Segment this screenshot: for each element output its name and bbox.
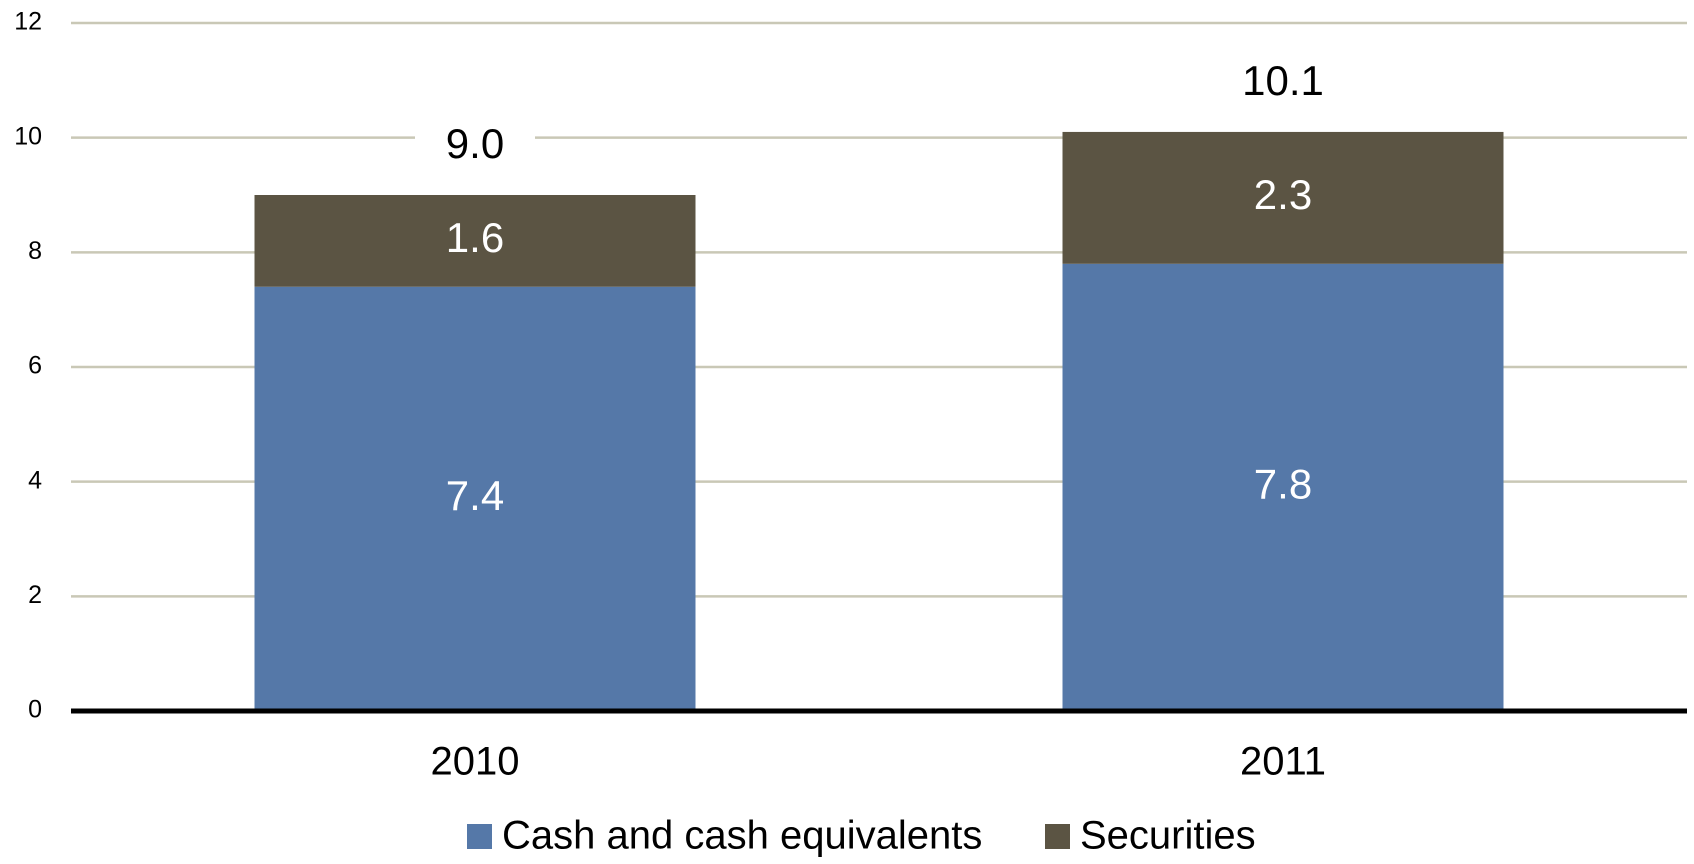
total-label: 10.1 [1242, 57, 1324, 104]
y-tick-label: 0 [28, 696, 42, 724]
legend-label: Cash and cash equivalents [502, 814, 982, 858]
bar-segment [254, 286, 696, 711]
y-tick-label: 4 [28, 466, 42, 494]
y-tick-label: 10 [14, 122, 42, 150]
value-label: 7.8 [1254, 460, 1312, 507]
total-label-bg [415, 119, 535, 175]
y-tick-label: 8 [28, 237, 42, 265]
bar-segment [1062, 131, 1504, 264]
y-tick-label: 12 [14, 8, 42, 36]
x-tick-label: 2010 [431, 740, 520, 784]
bar-segment [1062, 263, 1504, 711]
total-label: 9.0 [446, 120, 504, 167]
legend-label: Securities [1080, 814, 1256, 858]
value-label: 2.3 [1254, 171, 1312, 218]
value-label: 7.4 [446, 472, 504, 519]
x-tick-label: 2011 [1240, 740, 1326, 784]
legend-swatch [1045, 824, 1070, 849]
total-label-bg [1223, 55, 1343, 112]
y-tick-label: 2 [28, 581, 42, 609]
y-tick-label: 6 [28, 352, 42, 380]
bar-segment [254, 195, 696, 287]
value-label: 1.6 [446, 214, 504, 261]
legend-swatch [467, 824, 492, 849]
